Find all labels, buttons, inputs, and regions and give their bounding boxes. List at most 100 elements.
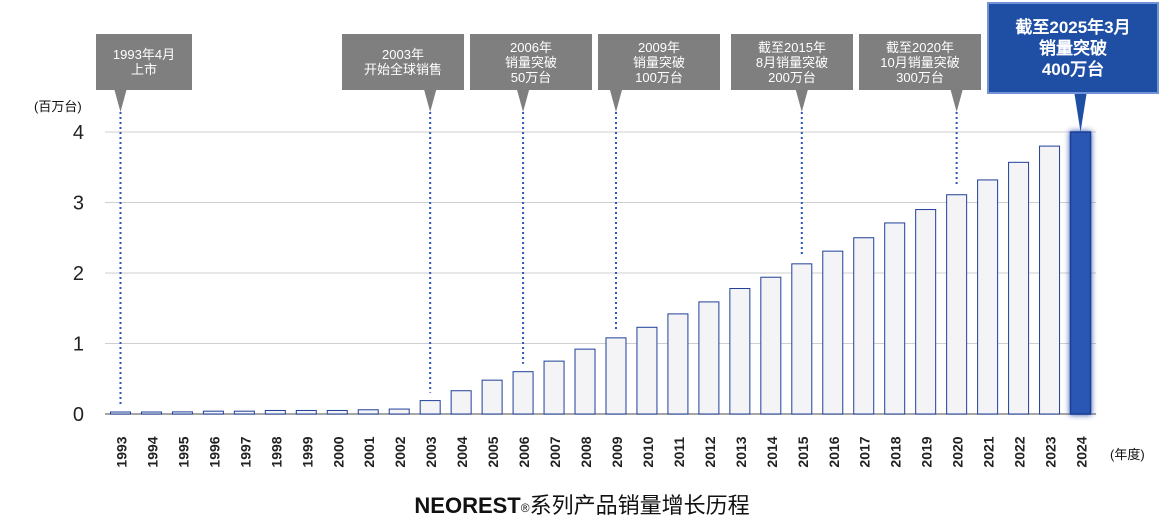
bar (760, 276, 782, 415)
bar (357, 409, 379, 415)
chart-title-text: 系列产品销量增长历程 (529, 493, 750, 518)
x-tick-label: 2016 (826, 436, 842, 467)
x-tick-label: 1993 (113, 436, 129, 467)
chart-title-brand: NEOREST (414, 493, 521, 518)
callout-line: 8月销量突破 (755, 54, 829, 70)
y-axis-unit-label: (百万台) (34, 99, 82, 114)
x-tick-label: 1998 (268, 436, 284, 467)
bar (450, 390, 472, 415)
callout-line: 10月销量突破 (880, 54, 960, 70)
bar-highlight (1069, 131, 1092, 415)
bar (388, 408, 410, 415)
bar (915, 209, 937, 415)
x-tick-label: 2001 (361, 436, 377, 467)
x-tick-label: 2004 (454, 436, 470, 467)
bar (109, 411, 131, 415)
callout-line: 销量突破 (504, 54, 557, 70)
bar (853, 237, 875, 415)
x-tick-label: 1995 (175, 436, 191, 467)
y-tick-label: 2 (73, 263, 84, 285)
callout-pointer (795, 90, 808, 112)
callout-line: 截至2025年3月 (1015, 17, 1131, 37)
callout-line: 100万台 (635, 69, 683, 85)
bar (636, 326, 658, 415)
callout-line: 上市 (130, 62, 157, 77)
callout-pointer (950, 90, 963, 112)
bar (698, 301, 720, 415)
chart-title: NEOREST®系列产品销量增长历程 (0, 488, 1164, 520)
x-tick-label: 2019 (919, 436, 935, 467)
x-tick-label: 2000 (330, 436, 346, 467)
bar (419, 400, 441, 415)
x-tick-label: 2023 (1043, 436, 1059, 467)
callout-line: 1993年4月 (112, 47, 176, 62)
y-tick-label: 1 (73, 334, 84, 356)
x-tick-label: 2024 (1074, 436, 1090, 467)
x-tick-label: 2022 (1012, 436, 1028, 467)
bar-chart: 0 1 2 3 4 1993 1994 1995 1996 1997 1998 1999 2000 200… (73, 90, 1096, 468)
x-tick-label: 1996 (206, 436, 222, 467)
x-tick-label: 2011 (671, 437, 687, 468)
bar (822, 250, 844, 415)
milestone-callout-2009: 2009年 销量突破 100万台 (598, 34, 720, 90)
x-tick-label: 2008 (578, 436, 594, 467)
bar (884, 222, 906, 415)
x-tick-label: 2012 (702, 436, 718, 467)
bar (481, 379, 503, 415)
bar (574, 348, 596, 415)
bar (946, 194, 968, 415)
x-tick-label: 2002 (392, 436, 408, 467)
x-tick-label: 2007 (547, 436, 563, 467)
x-tick-label: 2006 (516, 436, 532, 467)
milestone-callout-2020: 截至2020年 10月销量突破 300万台 (859, 34, 981, 90)
bar (543, 360, 565, 415)
bar (977, 179, 999, 415)
x-tick-label: 2009 (609, 436, 625, 467)
callout-pointer (424, 90, 437, 112)
x-tick-label: 2014 (764, 436, 780, 467)
callout-line: 截至2020年 (886, 39, 954, 55)
x-tick-label: 2020 (950, 436, 966, 467)
bar (1039, 145, 1061, 415)
callout-line: 销量突破 (632, 54, 685, 70)
milestone-callout-2003: 2003年 开始全球销售 (342, 34, 464, 90)
x-tick-label: 2021 (981, 436, 997, 467)
x-tick-label: 1994 (144, 436, 160, 467)
callout-line: 300万台 (896, 69, 944, 85)
x-tick-label: 2017 (857, 436, 873, 467)
bar (729, 288, 751, 415)
x-tick-label: 1997 (237, 436, 253, 467)
bar (233, 410, 255, 415)
bar (295, 409, 317, 415)
callout-line: 2006年 (510, 39, 552, 55)
callout-pointer (114, 90, 127, 112)
y-tick-label: 0 (73, 404, 84, 426)
x-tick-label: 2013 (733, 436, 749, 467)
callout-pointer (1074, 94, 1087, 132)
milestone-callout-2006: 2006年 销量突破 50万台 (470, 34, 592, 90)
x-axis-unit-label: (年度) (1110, 447, 1145, 462)
bar (326, 409, 348, 415)
bar (605, 337, 627, 415)
bar (1008, 161, 1030, 415)
callout-line: 2009年 (638, 39, 680, 55)
x-tick-label: 2018 (888, 436, 904, 467)
bar (264, 409, 286, 415)
registered-mark: ® (520, 501, 530, 515)
x-tick-label: 2003 (423, 436, 439, 467)
callout-line: 50万台 (510, 69, 552, 85)
bar (512, 371, 534, 415)
bar (202, 410, 224, 415)
milestone-callout-2024: 截至2025年3月 销量突破 400万台 (987, 2, 1159, 94)
x-tick-label: 2015 (795, 436, 811, 467)
y-tick-label: 4 (73, 122, 84, 144)
callout-line: 截至2015年 (758, 39, 826, 55)
callout-pointer (517, 90, 530, 112)
bar (140, 411, 162, 415)
bar (667, 313, 689, 415)
callout-line: 2003年 (382, 47, 424, 62)
bar (171, 411, 193, 415)
bar (791, 263, 813, 415)
milestone-callout-2015: 截至2015年 8月销量突破 200万台 (731, 34, 853, 90)
